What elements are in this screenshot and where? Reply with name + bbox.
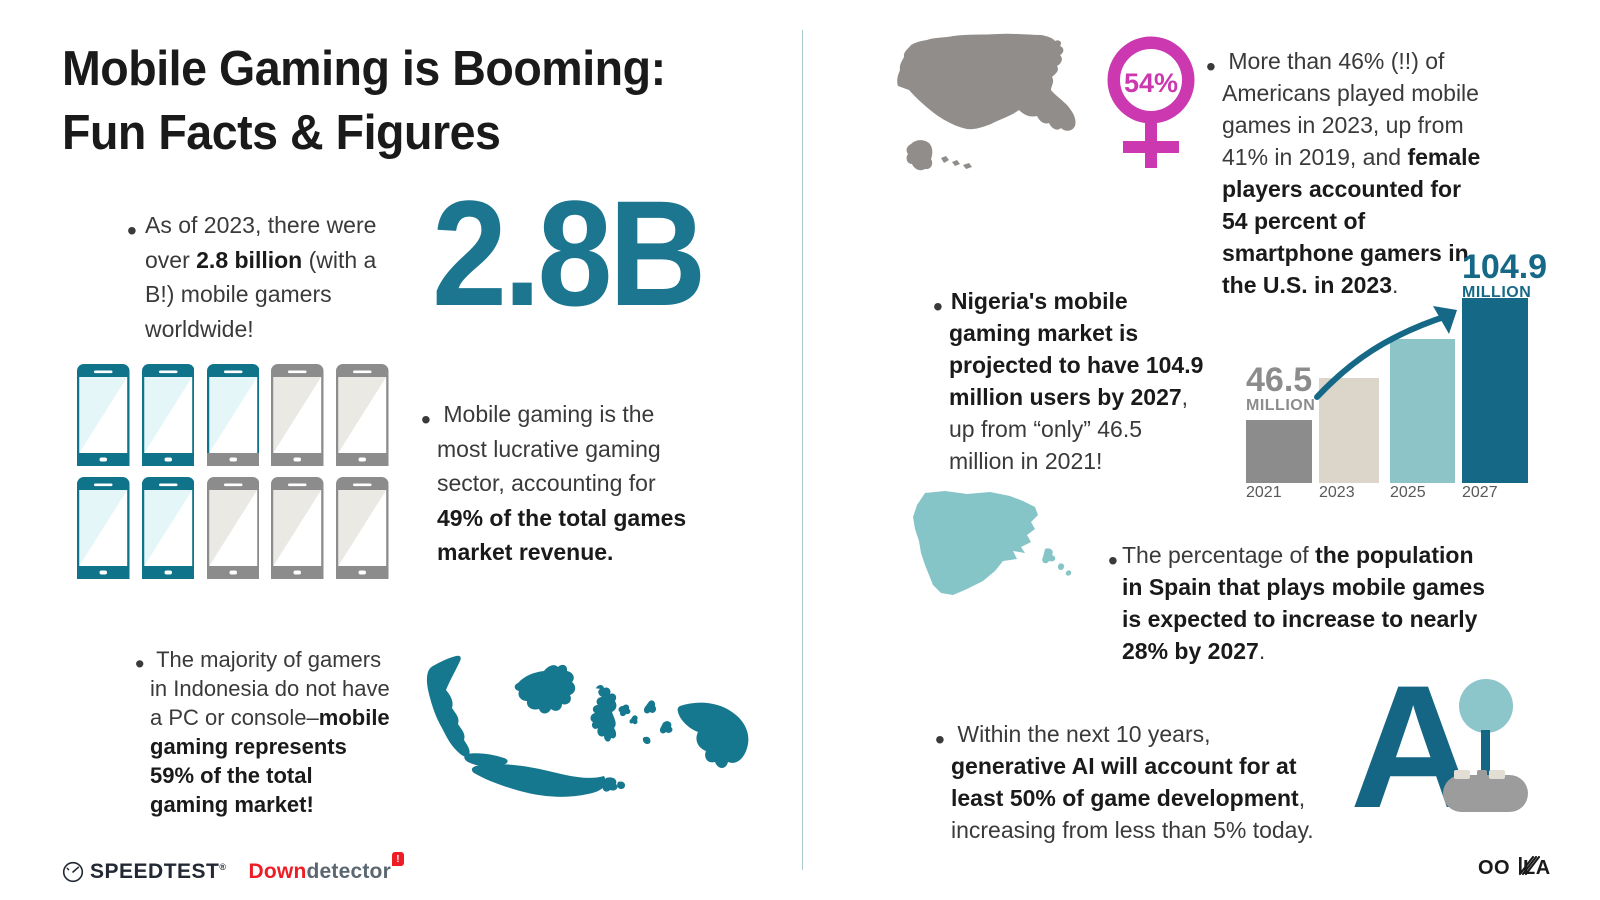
svg-text:OO: OO: [1478, 857, 1510, 879]
svg-text:54%: 54%: [1124, 68, 1178, 98]
